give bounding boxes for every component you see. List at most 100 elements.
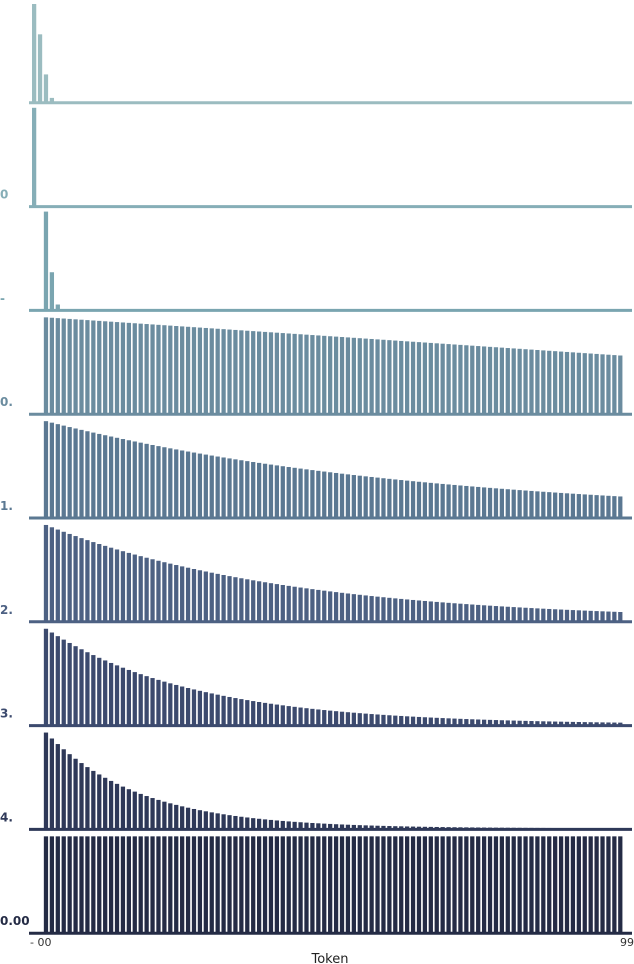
- bar: [203, 692, 208, 725]
- bar: [156, 560, 161, 621]
- bar: [594, 495, 599, 517]
- bar: [464, 836, 469, 933]
- bar: [162, 325, 167, 414]
- bar: [600, 354, 605, 414]
- bar: [43, 628, 49, 725]
- bar: [85, 540, 90, 621]
- bar: [85, 836, 90, 933]
- bar: [564, 493, 570, 517]
- bar: [150, 444, 155, 517]
- bar: [32, 4, 37, 102]
- bar: [499, 606, 504, 621]
- bar: [452, 484, 457, 517]
- bar: [304, 708, 309, 725]
- bar: [416, 716, 422, 725]
- bar: [292, 467, 297, 517]
- bar: [185, 836, 191, 933]
- bar: [197, 836, 203, 933]
- bar: [191, 836, 197, 933]
- bar: [357, 713, 362, 725]
- bar: [286, 706, 291, 725]
- bar: [570, 610, 576, 621]
- bar: [375, 596, 380, 621]
- bar: [256, 462, 262, 517]
- bar: [310, 470, 315, 517]
- bar: [345, 593, 351, 621]
- bar: [399, 598, 404, 621]
- bar: [564, 836, 570, 933]
- bar: [256, 581, 262, 621]
- bar: [197, 327, 203, 414]
- bar: [387, 478, 392, 517]
- bar: [268, 703, 274, 725]
- bar: [49, 272, 55, 310]
- bar: [529, 608, 534, 621]
- bar: [150, 324, 155, 414]
- bar: [292, 706, 297, 725]
- bar: [191, 327, 197, 414]
- bar: [369, 714, 374, 725]
- bar: [168, 448, 173, 517]
- bar: [120, 322, 126, 414]
- panel-1: 0: [0, 107, 632, 209]
- bar: [399, 826, 404, 829]
- bar: [67, 836, 72, 933]
- bar: [558, 721, 564, 725]
- bar: [588, 836, 593, 933]
- bar: [428, 482, 433, 517]
- bar: [233, 459, 238, 517]
- bar: [138, 556, 143, 621]
- bar: [434, 717, 439, 725]
- bar: [79, 763, 84, 829]
- bar: [547, 836, 552, 933]
- bar: [369, 596, 374, 621]
- bar: [458, 827, 463, 829]
- bar: [405, 599, 410, 621]
- bar: [221, 457, 226, 517]
- bar: [310, 836, 315, 933]
- bar: [481, 836, 487, 933]
- bar: [286, 585, 291, 621]
- bar: [328, 472, 333, 517]
- bar: [476, 836, 481, 933]
- bar: [470, 604, 475, 621]
- bar: [91, 542, 96, 621]
- bar: [387, 826, 392, 829]
- bar: [541, 350, 546, 414]
- bar: [606, 354, 611, 414]
- bar: [339, 836, 345, 933]
- bar: [310, 589, 315, 621]
- bar: [576, 610, 581, 621]
- bar: [156, 679, 161, 725]
- bar: [333, 711, 339, 725]
- bar: [114, 665, 120, 725]
- bar: [227, 329, 232, 414]
- bar: [191, 689, 197, 725]
- bar: [262, 819, 268, 829]
- bar: [256, 701, 262, 725]
- bar: [280, 820, 285, 829]
- bar: [541, 836, 546, 933]
- bar: [345, 712, 351, 725]
- bar: [523, 349, 528, 414]
- bar: [547, 492, 552, 517]
- bar: [144, 796, 149, 829]
- bar: [268, 583, 274, 621]
- bar: [73, 646, 78, 725]
- bar: [168, 683, 173, 725]
- bar: [452, 718, 457, 725]
- bar: [103, 836, 108, 933]
- bar: [399, 340, 404, 414]
- bar: [280, 585, 285, 621]
- bar: [339, 824, 345, 829]
- bar: [55, 318, 60, 414]
- bar: [292, 333, 297, 414]
- bar: [180, 326, 185, 414]
- panel-0: [29, 4, 632, 105]
- bar: [487, 346, 493, 414]
- bar: [49, 632, 55, 725]
- bar: [262, 702, 268, 725]
- bar: [393, 826, 398, 829]
- bar: [67, 427, 72, 517]
- bar: [316, 335, 321, 414]
